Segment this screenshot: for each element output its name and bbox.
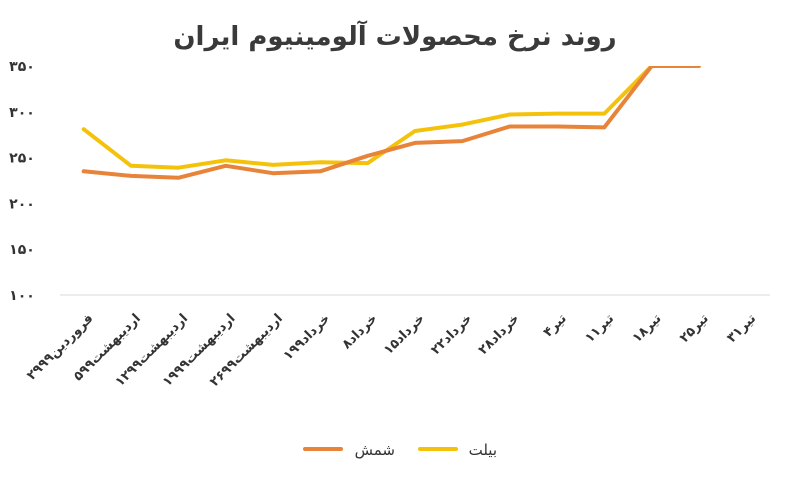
legend-label: بیلت	[469, 441, 497, 459]
series-line	[81, 66, 701, 180]
legend-label: شمش	[355, 441, 395, 459]
x-tick-label: ۱۸تیر	[630, 311, 665, 346]
y-tick-label: ۱۰۰	[9, 288, 35, 304]
x-tick-label: ۲۸خرداد	[476, 311, 523, 358]
x-tick-label: ۱خرداد۹۹	[281, 311, 333, 363]
x-tick-label: ۲۲خرداد	[428, 311, 475, 358]
y-tick-label: ۳۰۰	[9, 105, 35, 121]
y-tick-label: ۱۵۰	[9, 242, 35, 258]
series-layer	[81, 66, 701, 180]
series-line	[81, 66, 654, 170]
y-tick-label: ۲۰۰	[9, 196, 35, 212]
y-tick-label: ۲۵۰	[9, 151, 35, 167]
x-tick-label: ۳۱تیر	[724, 311, 759, 346]
x-tick-label: ۴تیر	[541, 311, 570, 340]
chart-title: روند نرخ محصولات آلومینیوم ایران	[173, 20, 616, 52]
x-tick-label: ۱۱تیر	[582, 311, 617, 346]
legend: شمش بیلت	[303, 441, 497, 459]
x-tick-label: ۲۵تیر	[677, 311, 712, 346]
x-tick-label: ۸خرداد	[339, 311, 380, 352]
y-tick-label: ۳۵۰	[9, 59, 35, 75]
x-tick-label: ۱۵خرداد	[381, 311, 428, 358]
y-axis: ۱۰۰ ۱۵۰ ۲۰۰ ۲۵۰ ۳۰۰ ۳۵۰	[9, 59, 35, 304]
x-axis: ۲۹فروردین۹۹۵اردیبهشت۹۹۱۲اردیبهشت۹۹۱۹اردی…	[24, 311, 759, 390]
